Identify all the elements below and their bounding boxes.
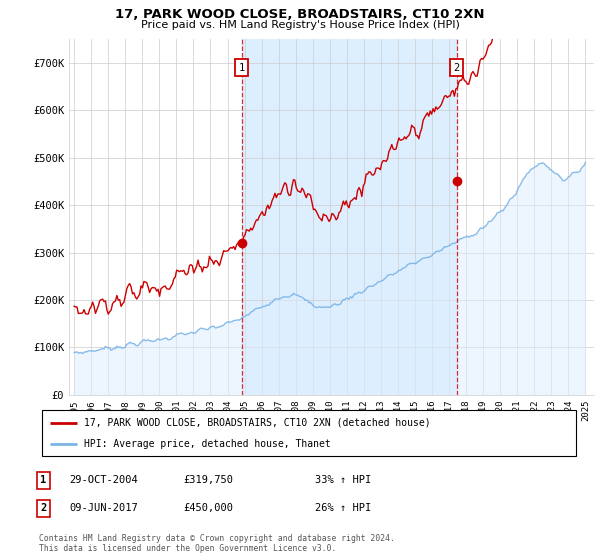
Text: 17, PARK WOOD CLOSE, BROADSTAIRS, CT10 2XN (detached house): 17, PARK WOOD CLOSE, BROADSTAIRS, CT10 2… — [83, 418, 430, 428]
Text: 26% ↑ HPI: 26% ↑ HPI — [315, 503, 371, 514]
Text: £319,750: £319,750 — [183, 475, 233, 486]
Text: 1: 1 — [40, 475, 46, 486]
Text: 2: 2 — [454, 63, 460, 73]
Text: £450,000: £450,000 — [183, 503, 233, 514]
Text: 2: 2 — [40, 503, 46, 514]
Text: 1: 1 — [239, 63, 245, 73]
Bar — [242, 39, 457, 395]
Text: Price paid vs. HM Land Registry's House Price Index (HPI): Price paid vs. HM Land Registry's House … — [140, 20, 460, 30]
Text: 29-OCT-2004: 29-OCT-2004 — [69, 475, 138, 486]
Text: 17, PARK WOOD CLOSE, BROADSTAIRS, CT10 2XN: 17, PARK WOOD CLOSE, BROADSTAIRS, CT10 2… — [115, 8, 485, 21]
Text: 09-JUN-2017: 09-JUN-2017 — [69, 503, 138, 514]
Text: HPI: Average price, detached house, Thanet: HPI: Average price, detached house, Than… — [83, 439, 331, 449]
Text: Contains HM Land Registry data © Crown copyright and database right 2024.
This d: Contains HM Land Registry data © Crown c… — [39, 534, 395, 553]
Text: 33% ↑ HPI: 33% ↑ HPI — [315, 475, 371, 486]
